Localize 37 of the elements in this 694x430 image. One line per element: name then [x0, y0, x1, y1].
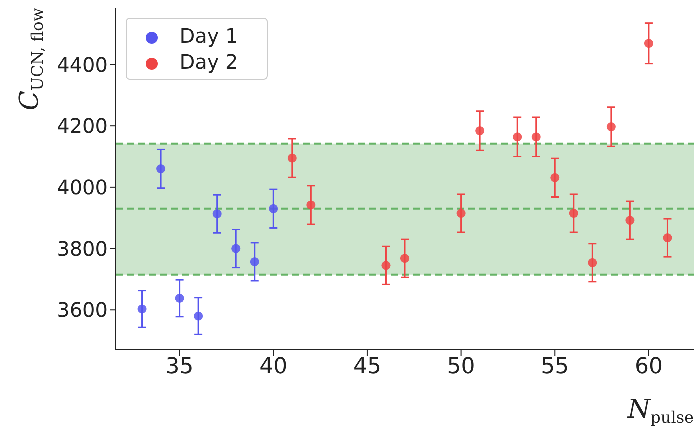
x-tick-label: 40	[260, 354, 288, 380]
point	[644, 39, 654, 48]
point	[606, 122, 616, 132]
point	[532, 132, 541, 142]
point	[382, 261, 391, 270]
point	[269, 204, 278, 214]
point	[232, 244, 241, 254]
y-tick-label: 4400	[57, 52, 108, 77]
x-tick-label: 45	[353, 354, 382, 380]
y-tick-label: 3800	[57, 236, 108, 261]
x-tick-label: 55	[541, 354, 570, 380]
y-tick-label: 4000	[57, 176, 108, 200]
x-tick-label: 60	[634, 354, 663, 380]
point	[156, 164, 166, 174]
x-axis-title: N$_{pulse}$	[626, 395, 694, 427]
point	[456, 209, 466, 218]
point	[288, 154, 297, 163]
point	[588, 258, 598, 268]
point	[476, 126, 485, 136]
point	[400, 254, 410, 264]
point	[138, 304, 147, 314]
point	[626, 216, 635, 226]
point	[306, 200, 316, 210]
x-tick-label: 35	[166, 354, 194, 380]
point	[250, 257, 260, 266]
point	[569, 209, 578, 218]
legend-label: Day 1	[180, 24, 238, 48]
point	[513, 132, 522, 142]
legend-label: Day 2	[180, 50, 238, 74]
x-tick-label: 50	[447, 354, 476, 380]
y-tick-label: 4200	[57, 114, 108, 138]
point	[550, 173, 560, 182]
point	[175, 294, 184, 303]
point	[663, 234, 672, 243]
point	[212, 210, 222, 219]
y-tick-label: 3600	[57, 298, 108, 322]
point	[194, 312, 204, 321]
